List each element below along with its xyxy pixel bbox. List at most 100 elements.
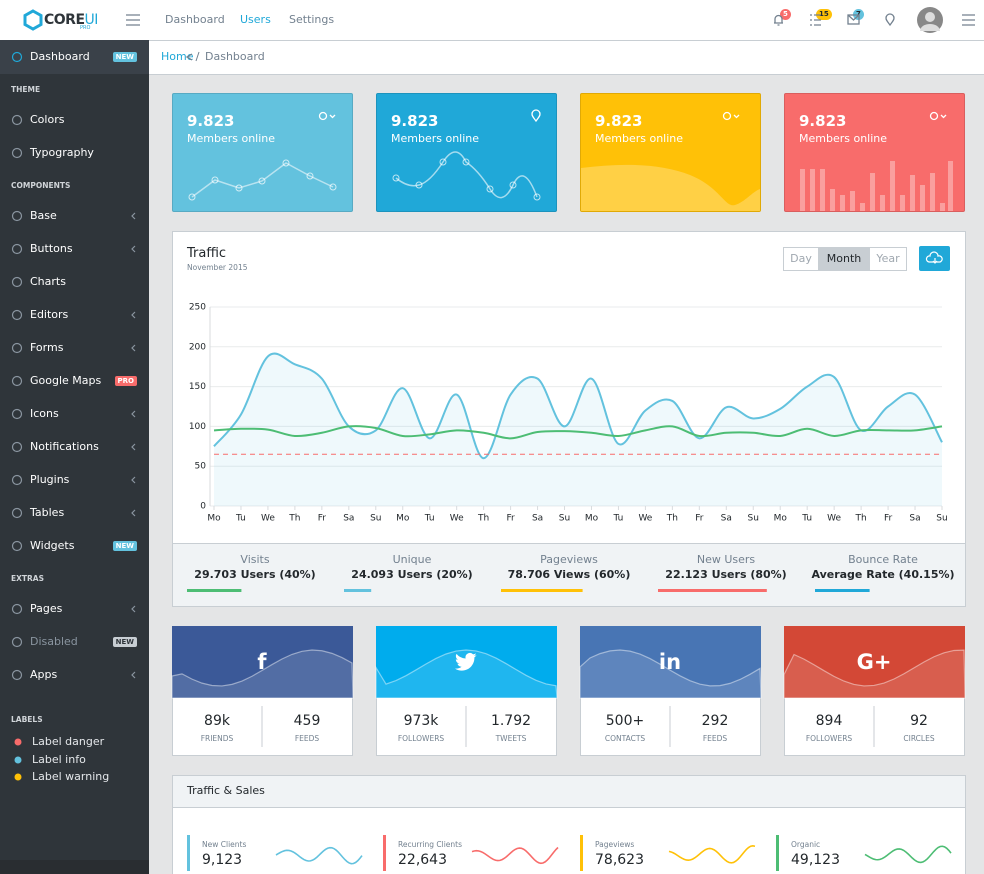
- sidebar-label[interactable]: Charts: [30, 275, 66, 288]
- callout-border: [187, 835, 190, 871]
- sidebar-label[interactable]: Pages: [30, 602, 63, 615]
- stat-label: Pageviews: [540, 553, 598, 566]
- sidebar-title: LABELS: [11, 714, 43, 724]
- sidebar-badge: PRO: [114, 376, 137, 386]
- stat-value: Average Rate (40.15%): [811, 568, 955, 581]
- sidebar-label[interactable]: Editors: [30, 308, 69, 321]
- breadcrumb-current: Dashboard: [205, 50, 265, 63]
- stat-value: 78.706 Views (60%): [507, 568, 631, 581]
- social-value: 973k: [403, 713, 439, 729]
- brand-sub: PRO: [80, 25, 91, 31]
- sidebar-badge: NEW: [112, 541, 137, 551]
- sidebar-badge: NEW: [112, 637, 137, 647]
- sidebar-label[interactable]: Tables: [30, 506, 65, 519]
- sidebar-label[interactable]: Base: [30, 209, 57, 222]
- download-button[interactable]: [919, 246, 950, 271]
- social-label: FEEDS: [702, 733, 728, 743]
- sidebar: [0, 41, 149, 874]
- sidebar-label[interactable]: Widgets: [30, 539, 75, 552]
- range-button[interactable]: Day: [783, 247, 819, 271]
- sidebar-label[interactable]: Buttons: [30, 242, 73, 255]
- sidebar-label[interactable]: Google Maps: [30, 374, 102, 387]
- breadcrumb-bar: [149, 41, 984, 75]
- breadcrumb-link[interactable]: Home: [161, 50, 194, 63]
- nav-link[interactable]: Users: [240, 13, 271, 26]
- stat-label: Unique: [392, 553, 432, 566]
- stat-label: New Users: [696, 553, 756, 566]
- sales-title: Traffic & Sales: [187, 784, 265, 797]
- notification-badge: 5: [780, 9, 791, 20]
- social-label: FEEDS: [294, 733, 320, 743]
- social-value: 459: [293, 713, 321, 729]
- sidebar-label[interactable]: Colors: [30, 113, 65, 126]
- callout-border: [776, 835, 779, 871]
- callout-label: Recurring Clients: [398, 839, 463, 849]
- social-value: 894: [815, 713, 843, 729]
- stat-value: 9.823: [187, 112, 235, 130]
- callout-border: [383, 835, 386, 871]
- stat-label: Bounce Rate: [848, 553, 918, 566]
- notification-badge: 15: [816, 9, 832, 20]
- brand: COREUI: [44, 10, 98, 30]
- social-label: CONTACTS: [604, 733, 646, 743]
- traffic-stats: [173, 543, 965, 606]
- sales-header: [173, 776, 965, 808]
- range-button[interactable]: Year: [869, 247, 907, 271]
- social-header: [376, 626, 557, 698]
- stat-label: Members online: [595, 132, 684, 145]
- social-value: 89k: [204, 713, 230, 729]
- nav-link[interactable]: Dashboard: [165, 13, 225, 26]
- notification-badge: 7: [853, 9, 864, 20]
- nav-link[interactable]: Settings: [289, 13, 335, 26]
- sidebar-badge: NEW: [112, 52, 137, 62]
- sidebar-label[interactable]: Apps: [30, 668, 58, 681]
- social-label: FOLLOWERS: [805, 733, 853, 743]
- traffic-title: Traffic: [187, 246, 227, 261]
- callout-label: New Clients: [202, 839, 247, 849]
- social-value: 92: [910, 713, 928, 729]
- callout-value: 49,123: [791, 852, 840, 868]
- stat-label: Members online: [187, 132, 276, 145]
- sidebar-label[interactable]: Label danger: [32, 735, 105, 748]
- sidebar-minimizer: [0, 860, 149, 874]
- social-header: [172, 626, 353, 698]
- stat-value: 24.093 Users (20%): [351, 568, 473, 581]
- brand-part: CORE: [44, 12, 85, 28]
- callout-label: Pageviews: [595, 839, 635, 849]
- sidebar-label[interactable]: Plugins: [30, 473, 70, 486]
- sidebar-label[interactable]: Label info: [32, 753, 86, 766]
- sidebar-label[interactable]: Dashboard: [30, 50, 90, 63]
- social-label: CIRCLES: [903, 733, 935, 743]
- social-header: [784, 626, 965, 698]
- callout-value: 22,643: [398, 852, 447, 868]
- stat-value: 29.703 Users (40%): [194, 568, 316, 581]
- sidebar-label[interactable]: Forms: [30, 341, 64, 354]
- header: [0, 0, 984, 41]
- stat-value: 22.123 Users (80%): [665, 568, 787, 581]
- brand-part: UI: [84, 12, 99, 28]
- range-button[interactable]: Month: [819, 247, 869, 271]
- callout-value: 78,623: [595, 852, 644, 868]
- sidebar-title: EXTRAS: [11, 573, 45, 583]
- stat-label: Members online: [799, 132, 888, 145]
- social-label: FRIENDS: [200, 733, 234, 743]
- stat-label: Visits: [240, 553, 270, 566]
- callout-border: [580, 835, 583, 871]
- social-label: FOLLOWERS: [397, 733, 445, 743]
- sidebar-label: Disabled: [30, 635, 78, 648]
- social-label: TWEETS: [495, 733, 527, 743]
- sidebar-label[interactable]: Label warning: [32, 770, 110, 783]
- sidebar-title: COMPONENTS: [11, 180, 71, 190]
- social-value: 1.792: [490, 713, 532, 729]
- traffic-subtitle: November 2015: [187, 262, 248, 272]
- social-value: 292: [701, 713, 729, 729]
- sidebar-label[interactable]: Notifications: [30, 440, 99, 453]
- social-value: 500+: [605, 713, 645, 729]
- sidebar-label[interactable]: Typography: [30, 146, 94, 159]
- sidebar-title: THEME: [11, 84, 41, 94]
- callout-value: 9,123: [202, 852, 243, 868]
- stat-label: Members online: [391, 132, 480, 145]
- sidebar-label[interactable]: Icons: [30, 407, 59, 420]
- social-header: [580, 626, 761, 698]
